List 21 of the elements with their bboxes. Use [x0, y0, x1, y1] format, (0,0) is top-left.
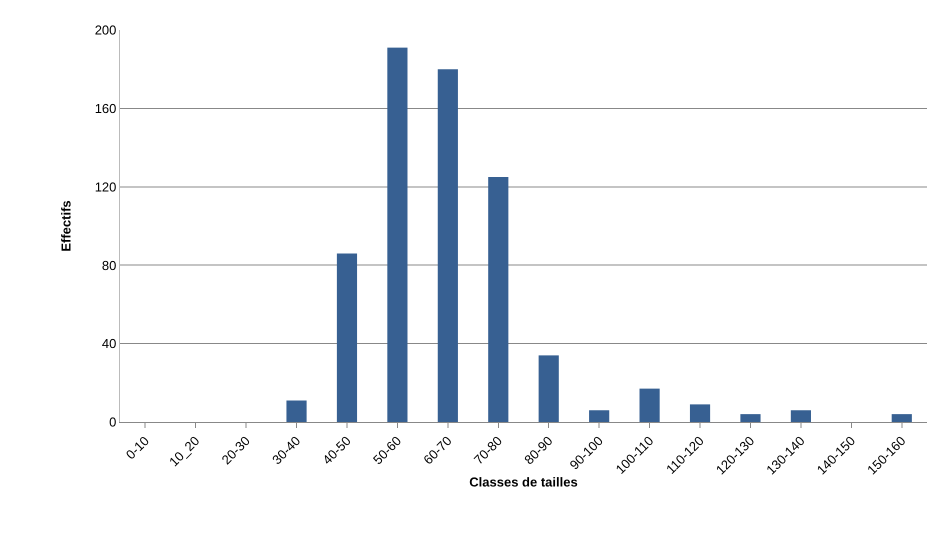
bar	[892, 414, 912, 422]
bar	[690, 404, 710, 422]
y-tick-label: 120	[94, 179, 116, 194]
bar	[538, 355, 559, 422]
bar	[740, 414, 761, 422]
bar	[790, 410, 811, 422]
bar	[589, 410, 610, 422]
bar	[286, 400, 307, 422]
y-tick-label: 0	[109, 414, 116, 430]
y-axis-title: Effectifs	[58, 200, 74, 252]
y-tick-label: 200	[94, 22, 116, 38]
y-tick-label: 160	[94, 100, 116, 116]
bar	[387, 48, 408, 422]
y-tick-label: 40	[102, 336, 116, 352]
bar	[488, 177, 508, 422]
x-tick-label: 0-10	[122, 433, 152, 462]
x-axis-title: Classes de tailles	[469, 474, 578, 490]
bar	[640, 388, 660, 422]
bar	[336, 253, 358, 422]
bar	[438, 69, 458, 422]
y-tick-label: 80	[102, 258, 116, 273]
